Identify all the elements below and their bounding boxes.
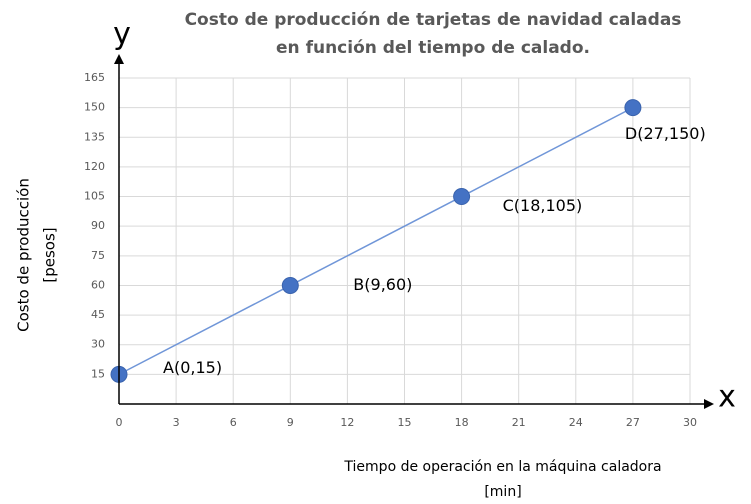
x-axis-title: Tiempo de operación en la máquina calado… — [343, 459, 661, 475]
x-tick-label: 12 — [340, 416, 354, 429]
y-axis-title: [pesos] — [41, 227, 59, 282]
x-tick-label: 3 — [173, 416, 180, 429]
y-tick-label: 75 — [91, 249, 105, 262]
y-tick-label: 90 — [91, 219, 105, 232]
y-tick-label: 135 — [84, 130, 105, 143]
y-axis-title: Costo de producción — [15, 178, 33, 332]
y-tick-label: 165 — [84, 71, 105, 84]
point-label: B(9,60) — [353, 275, 412, 294]
x-tick-label: 6 — [230, 416, 237, 429]
grid — [118, 77, 691, 404]
x-tick-label: 21 — [512, 416, 526, 429]
point-label: C(18,105) — [503, 196, 583, 215]
point-label: D(27,150) — [625, 124, 706, 143]
x-tick-label: 9 — [287, 416, 294, 429]
y-tick-label: 30 — [91, 338, 105, 351]
chart-title: Costo de producción de tarjetas de navid… — [185, 10, 682, 30]
y-tick-label: 150 — [84, 101, 105, 114]
x-tick-label: 30 — [683, 416, 697, 429]
x-tick-label: 27 — [626, 416, 640, 429]
point — [453, 188, 471, 206]
x-tick-label: 18 — [455, 416, 469, 429]
y-tick-label: 60 — [91, 278, 105, 291]
line — [118, 106, 634, 376]
x-axis-letter: x — [718, 380, 736, 415]
y-tick-label: 15 — [91, 367, 105, 380]
y-axis-letter: y — [113, 17, 131, 52]
x-tick-label: 15 — [398, 416, 412, 429]
marks: A(0,15) B(9,60) C(18,105) D(27,150) — [110, 99, 706, 383]
chart-title: en función del tiempo de calado. — [276, 38, 590, 58]
point-label: A(0,15) — [163, 358, 222, 377]
x-axis-title: [min] — [484, 484, 521, 500]
point — [624, 99, 642, 117]
y-tick-label: 105 — [84, 190, 105, 203]
point — [281, 276, 299, 294]
y-tick-label: 120 — [84, 160, 105, 173]
y-tick-label: 45 — [91, 308, 105, 321]
x-tick-label: 0 — [116, 416, 123, 429]
x-tick-label: 24 — [569, 416, 583, 429]
